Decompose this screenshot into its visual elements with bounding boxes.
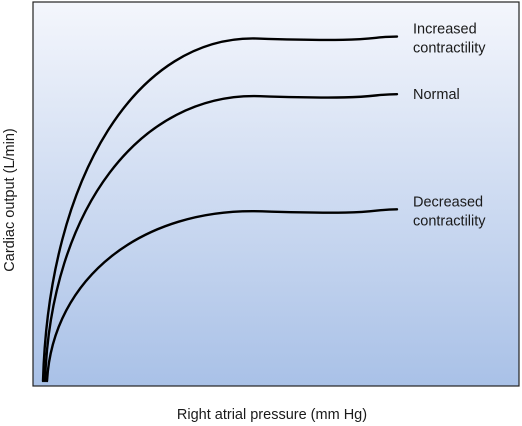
plot-area <box>32 1 520 387</box>
label-increased-contractility-line-1: Increased <box>413 22 477 38</box>
label-normal-line-1: Normal <box>413 87 460 103</box>
label-increased-contractility-line-2: contractility <box>413 41 486 57</box>
x-axis-label: Right atrial pressure (mm Hg) <box>177 407 367 423</box>
curve-labels-group: Increased contractility Normal Decreased con… <box>413 22 486 230</box>
y-axis-label: Cardiac output (L/min) <box>2 128 18 271</box>
curve-decreased-contractility <box>45 208 399 383</box>
curve-increased-contractility <box>41 35 399 383</box>
label-decreased-contractility-line-2: contractility <box>413 213 486 229</box>
curves-group <box>41 35 399 383</box>
curve-normal <box>43 92 399 383</box>
label-decreased-contractility-line-1: Decreased <box>413 194 483 210</box>
